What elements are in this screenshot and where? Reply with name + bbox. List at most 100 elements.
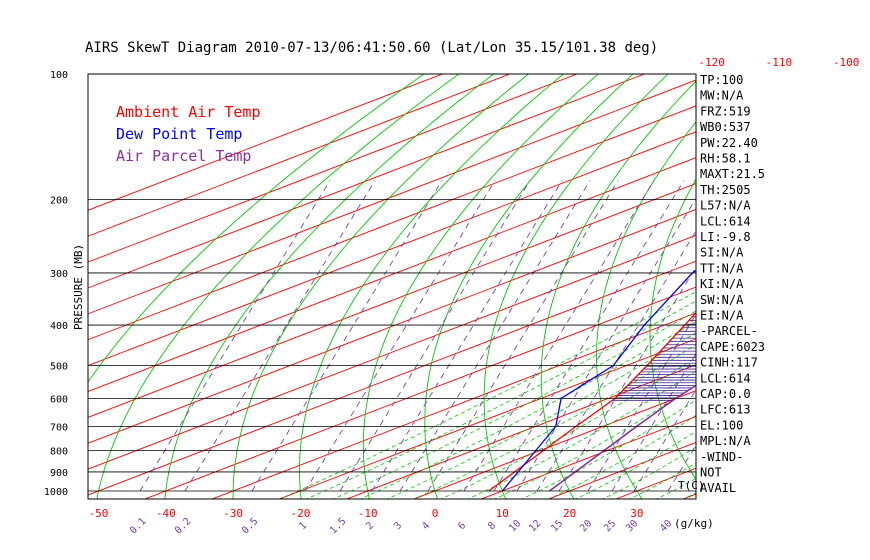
- mixing-ratio-tick-label: 6: [456, 520, 468, 532]
- stability-index-label: TT:N/A: [700, 261, 744, 275]
- pressure-tick-label: 600: [50, 394, 68, 405]
- isotherm-line: [749, 74, 870, 500]
- mixing-ratio-tick-label: 12: [527, 518, 543, 534]
- mixing-ratio-tick-label: 3: [392, 520, 404, 532]
- stability-index-label: RH:58.1: [700, 152, 751, 166]
- mixing-ratio-tick-label: 10: [507, 518, 523, 534]
- stability-index-label: LI:-9.8: [700, 230, 751, 244]
- mixing-ratio-tick-label: 0.2: [173, 516, 194, 537]
- plot-frame: [87, 73, 697, 500]
- moist-adiabat-line: [547, 414, 696, 499]
- mixing-ratio-tick-label: 20: [578, 518, 594, 534]
- pressure-tick-label: 300: [50, 269, 68, 280]
- stability-index-label: -PARCEL-: [700, 324, 758, 338]
- isotherm-line: [345, 364, 696, 499]
- pressure-tick-label: 800: [50, 447, 68, 458]
- cape-hatch-area: [612, 312, 696, 401]
- stability-index-label: PW:22.40: [700, 136, 758, 150]
- stability-index-label: LFC:613: [700, 403, 751, 417]
- mixing-ratio-tick-label: 8: [486, 520, 498, 532]
- stability-index-label: L57:N/A: [700, 199, 751, 213]
- mixing-ratio-line: [536, 230, 696, 492]
- stability-index-label: MPL:N/A: [700, 434, 751, 448]
- stability-index-label: TP:100: [700, 73, 743, 87]
- ambient-temp-line: [488, 311, 696, 492]
- isotherm-line: [412, 390, 696, 499]
- isotherm-line: [88, 234, 696, 470]
- chart-title: AIRS SkewT Diagram 2010-07-13/06:41:50.6…: [85, 40, 658, 56]
- dry-adiabat-line: [299, 74, 564, 499]
- dry-adiabat-line: [752, 74, 847, 500]
- dry-adiabat-line: [96, 74, 460, 499]
- top-temp-tick-label: -120: [698, 56, 725, 69]
- stability-index-label: AVAIL: [700, 481, 736, 495]
- stability-index-label: CAPE:6023: [700, 340, 765, 354]
- moist-adiabat-line: [305, 300, 696, 499]
- moist-adiabat-line: [278, 291, 696, 499]
- moist-adiabat-line: [385, 332, 696, 499]
- dry-adiabat-line: [424, 74, 634, 499]
- dry-adiabat-line: [483, 74, 669, 499]
- isotherm-line: [143, 286, 696, 499]
- legend-ambient: Ambient Air Temp: [116, 103, 261, 121]
- isotherm-line: [816, 74, 870, 500]
- pressure-tick-label: 400: [50, 321, 68, 332]
- profile-lines: [488, 269, 696, 492]
- dry-adiabat-line: [232, 74, 529, 499]
- moist-adiabat-line: [466, 370, 696, 499]
- stability-index-label: MW:N/A: [700, 89, 744, 103]
- mixing-ratio-line: [304, 180, 496, 492]
- pressure-tick-label: 900: [50, 468, 68, 479]
- stability-index-label: KI:N/A: [700, 277, 744, 291]
- pressure-tick-label: 100: [50, 70, 68, 81]
- y-axis-label: PRESSURE (MB): [72, 244, 85, 330]
- mixing-ratio-line: [463, 180, 655, 492]
- isotherm-line: [88, 183, 696, 418]
- mixing-ratio-line: [339, 180, 531, 492]
- isotherm-line: [88, 74, 578, 263]
- mixing-ratio-line: [558, 266, 696, 492]
- dry-adiabat-line: [362, 74, 599, 499]
- moist-adiabat-line: [332, 310, 696, 499]
- bottom-temp-tick-label: -50: [89, 507, 109, 520]
- mixing-ratio-unit-label: (g/kg): [674, 517, 714, 530]
- stability-index-label: CAP:0.0: [700, 387, 751, 401]
- top-temp-tick-label: -100: [833, 56, 860, 69]
- isotherm-line: [88, 260, 696, 496]
- mixing-ratio-line: [399, 180, 591, 492]
- mixing-ratio-line: [427, 180, 619, 492]
- bottom-temp-tick-label: -20: [290, 507, 310, 520]
- isotherm-line: [88, 157, 696, 392]
- mixing-ratio-tick-label: 0.1: [128, 516, 149, 537]
- stability-index-label: LCL:614: [700, 214, 751, 228]
- mixing-ratio-line: [611, 352, 696, 492]
- pressure-tick-label: 700: [50, 422, 68, 433]
- legend-dewpoint: Dew Point Temp: [116, 125, 242, 143]
- mixing-ratio-line: [184, 180, 376, 492]
- mixing-ratio-line: [493, 180, 685, 492]
- moist-adiabat-line: [655, 477, 696, 499]
- isotherm-line: [88, 79, 696, 315]
- pressure-tick-label: 1000: [44, 487, 68, 498]
- bottom-temp-tick-label: -10: [358, 507, 378, 520]
- bottom-temp-tick-label: 30: [630, 507, 643, 520]
- isotherm-line: [88, 74, 443, 211]
- mixing-ratio-line: [633, 388, 696, 492]
- bottom-temp-tick-label: -30: [223, 507, 243, 520]
- moist-adiabat-line: [601, 446, 696, 499]
- mixing-ratio-tick-label: 40: [658, 518, 674, 534]
- top-temp-tick-label: -110: [766, 56, 793, 69]
- dry-adiabat-line: [848, 74, 870, 500]
- moist-adiabat-line: [412, 344, 696, 499]
- moist-adiabat-line: [520, 399, 696, 499]
- stability-index-label: NOT: [700, 466, 722, 480]
- stability-index-label: MAXT:21.5: [700, 167, 765, 181]
- mixing-ratio-line: [371, 180, 563, 492]
- moist-adiabat-line: [574, 430, 696, 499]
- isotherm-line: [210, 312, 696, 499]
- stability-index-label: WB0:537: [700, 120, 751, 134]
- stability-index-label: EL:100: [700, 418, 743, 432]
- isotherm-line: [88, 74, 645, 289]
- pressure-tick-label: 200: [50, 196, 68, 207]
